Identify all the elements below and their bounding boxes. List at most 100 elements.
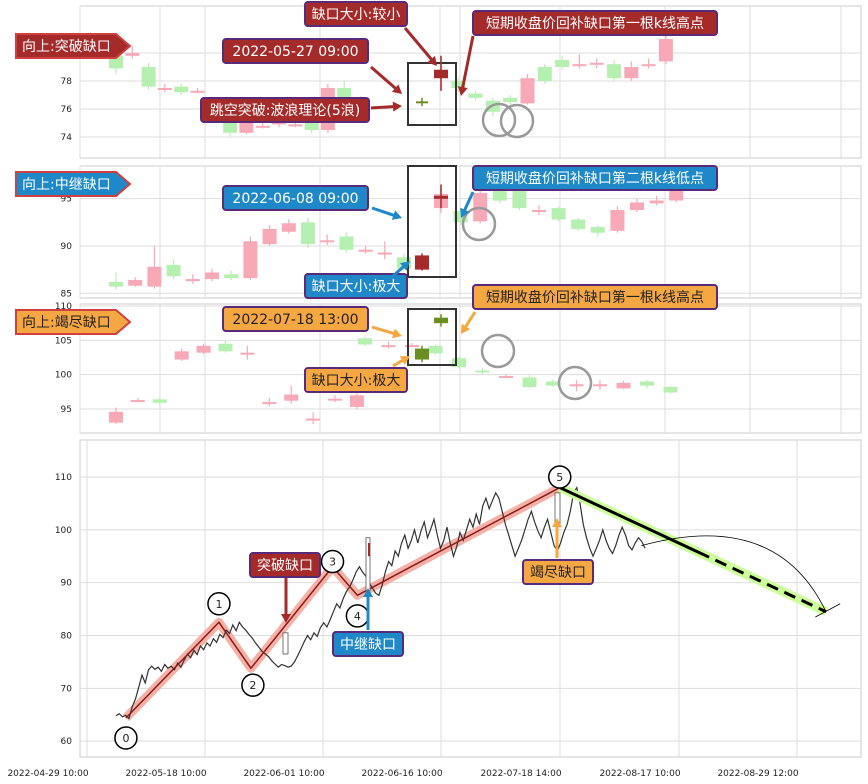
panel-3-candle-11	[349, 395, 364, 407]
label-p3-time-box	[222, 306, 369, 332]
refill-circle-3	[480, 333, 516, 369]
label-p3-rule-box	[472, 284, 718, 310]
arrow-p2-rule-head	[460, 207, 470, 218]
badge-exhaustion-shape	[15, 309, 132, 335]
price-panel-frame	[79, 439, 862, 758]
price-xtick-3: 2022-06-16 10:00	[361, 769, 442, 779]
arrow-p3-rule-shaft	[463, 311, 477, 329]
panel-3-candle-24	[640, 381, 654, 386]
arrow-p1-pattern-head	[392, 101, 402, 112]
panel-1-candle-9	[255, 125, 270, 128]
label-p3-size: 缺口大小:极大	[312, 373, 401, 389]
panel-3-candle-5	[218, 343, 233, 352]
panel-3-candle-16	[452, 358, 466, 368]
forecast-line-dashed	[697, 550, 827, 614]
refill-circle-1	[499, 103, 535, 139]
label-p3-rule: 短期收盘价回补缺口第一根k线高点	[486, 289, 704, 306]
price-ytick-0: 60	[61, 737, 73, 747]
panel-3-candle-19	[522, 377, 537, 388]
panel-2-candle-19	[492, 191, 507, 201]
panel-2-candle-17	[453, 210, 468, 223]
panel-1-ytick-1: 76	[61, 105, 73, 115]
wave-circle-0	[114, 726, 138, 750]
label-p2-rule: 短期收盘价回补缺口第二根k线低点	[486, 170, 704, 187]
label-exhaustion-gap: 竭尽缺口	[530, 565, 586, 581]
panel-1-candle-23	[555, 60, 570, 67]
panel-2-candle-8	[262, 228, 277, 245]
wave-label-2: 2	[249, 679, 256, 692]
panel-1-candle-26	[607, 64, 621, 79]
panel-2-candle-26	[630, 202, 644, 211]
badge-continuation-shape	[15, 171, 132, 197]
label-p1-size: 缺口大小:较小	[312, 7, 401, 23]
price-xtick-5: 2022-08-17 10:00	[599, 769, 680, 779]
badge-breakout-shape	[15, 33, 132, 59]
panel-2-candle-23	[571, 219, 586, 229]
panel-2-candle-0	[109, 281, 123, 287]
panel-2-candle-2	[147, 266, 162, 287]
panel-3-candle-10	[328, 398, 342, 401]
panel-2-candle-13	[358, 249, 373, 252]
price-xtick-0: 2022-04-29 10:00	[7, 769, 88, 779]
panel-3-ytick-1: 100	[55, 371, 72, 381]
label-p1-rule-box	[472, 10, 718, 36]
price-ytick-2: 80	[61, 631, 73, 641]
forecast-tick	[815, 603, 841, 618]
price-ytick-4: 100	[55, 526, 72, 536]
panel-1-ytick-2: 78	[61, 77, 73, 87]
panel-2-candle-25	[610, 210, 625, 231]
label-p2-size-box	[304, 273, 408, 299]
arrow-p1-rule-head	[457, 86, 468, 96]
panel-3-ytick-2: 105	[55, 336, 72, 346]
arrow-exhaustion-gap-head	[552, 518, 562, 527]
label-p1-pattern-box	[200, 97, 370, 123]
forecast-arc	[641, 535, 827, 612]
panel-2-candle-10	[301, 222, 315, 245]
panel-2-candle-5	[205, 272, 219, 280]
price-xtick-6: 2022-08-29 12:00	[717, 769, 798, 779]
panel-2-candle-9	[281, 223, 296, 232]
panel-3-candle-22	[593, 384, 607, 387]
panel-3-candle-1	[130, 400, 145, 403]
refill-circle-4	[557, 365, 593, 401]
wave-label-0: 0	[122, 732, 129, 745]
wave-circle-1	[207, 592, 231, 616]
panel-3-candle-8	[284, 394, 299, 401]
panel-3-candle-17	[475, 370, 490, 373]
panel-1-candle-17	[451, 81, 466, 88]
gap-box-exhaustion	[407, 308, 457, 366]
panel-2-ytick-0: 85	[61, 289, 72, 299]
label-exhaustion-gap-box	[522, 559, 594, 585]
arrow-p1-size-shaft	[403, 27, 434, 62]
panel-3-candle-14	[405, 345, 419, 348]
panel-1-candle-20	[503, 97, 518, 102]
arrow-p1-size-head	[427, 55, 437, 66]
panel-1-candle-21	[520, 78, 535, 104]
panel-3-candle-21	[569, 384, 584, 387]
arrow-p3-size-head	[399, 356, 410, 365]
gap-candle-exhaustion-right	[434, 317, 448, 324]
panel-2-candle-11	[320, 240, 335, 243]
panel-1-candle-27	[624, 67, 639, 79]
panel-1-candle-4	[174, 86, 189, 93]
panel-3-ytick-0: 95	[61, 405, 72, 415]
panel-2-candle-14	[377, 252, 392, 255]
panel-2-candle-12	[339, 236, 354, 250]
panel-3-candle-23	[616, 382, 631, 389]
panel-2-candle-7	[243, 241, 258, 279]
label-p2-rule-box	[472, 165, 718, 191]
arrow-p2-time-head	[391, 210, 402, 220]
label-p3-size-box	[304, 367, 408, 393]
arrow-p3-time-shaft	[371, 325, 396, 336]
panel-2-candle-24	[590, 227, 605, 233]
panel-3-candle-25	[663, 387, 678, 393]
panel-3-candle-18	[499, 376, 513, 379]
panel-3-candle-2	[152, 399, 167, 403]
price-xtick-2: 2022-06-01 10:00	[243, 769, 324, 779]
panel-1-candle-25	[589, 62, 604, 65]
arrow-p2-time-shaft	[371, 206, 396, 218]
panel-3-candle-6	[240, 352, 255, 355]
panel-1-candle-5	[190, 90, 205, 93]
arrow-continuation-gap-head	[363, 588, 373, 597]
